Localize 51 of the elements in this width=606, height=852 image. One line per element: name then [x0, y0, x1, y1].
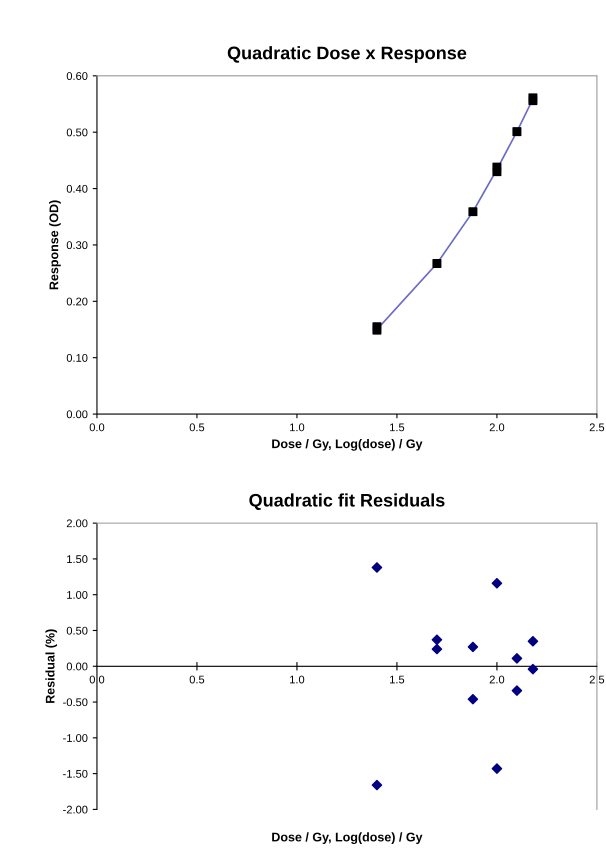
point: [492, 578, 502, 589]
y-tick-label: 0.50: [66, 128, 88, 136]
x-tick-label: 0.5: [190, 423, 204, 432]
x-tick-label: 2.0: [490, 423, 504, 432]
point: [528, 636, 538, 647]
x-tick-label: 2.5: [590, 676, 604, 684]
y-tick-label: 1.00: [67, 590, 88, 599]
y-tick-label: 0.50: [66, 626, 88, 635]
y-tick-label: 0.60: [66, 72, 88, 80]
point: [492, 763, 502, 774]
y-tick-label: 0.30: [66, 241, 88, 250]
y-tick-label: 0.20: [66, 298, 88, 306]
y-tick-label: 0.00: [66, 410, 88, 418]
y-tick-label: -1.50: [63, 770, 88, 778]
chart-title: Quadratic Dose x Response: [228, 46, 466, 63]
y-tick-label: 0.00: [66, 662, 88, 670]
point: [468, 642, 478, 652]
point: [512, 653, 522, 664]
x-tick-label: 1.0: [290, 423, 304, 432]
y-tick-label: 0.10: [66, 354, 88, 362]
point: [372, 562, 382, 573]
y-tick-label: -1.00: [63, 734, 88, 742]
x-tick-label: 0.5: [190, 676, 204, 684]
point: [492, 162, 502, 172]
point: [432, 634, 442, 646]
point: [432, 644, 442, 654]
y-tick-label: -0.50: [63, 698, 88, 706]
x-axis-title: Dose / Gy, Log(dose) / Gy: [272, 439, 422, 451]
y-axis-title: Residual (%): [45, 629, 58, 703]
y-axis-title: Response (OD): [49, 200, 61, 290]
point: [468, 694, 478, 704]
point: [528, 664, 538, 674]
x-axis-title: Dose / Gy, Log(dose) / Gy: [272, 832, 422, 844]
chart-title: Quadratic fit Residuals: [249, 493, 445, 510]
x-tick-label: 2.0: [490, 676, 504, 684]
x-tick-label: 2.5: [590, 423, 604, 432]
point: [528, 93, 538, 102]
y-tick-label: 0.40: [66, 184, 88, 193]
x-tick-label: 1.0: [290, 676, 304, 684]
point: [372, 322, 382, 332]
x-tick-label: 0.0: [90, 423, 104, 432]
x-tick-label: 1.5: [390, 424, 404, 432]
point: [432, 259, 442, 268]
point: [512, 127, 522, 136]
point: [372, 780, 382, 790]
y-tick-label: -2.00: [63, 806, 88, 814]
point: [512, 685, 522, 696]
point: [468, 207, 478, 216]
y-tick-label: 2.00: [66, 519, 88, 528]
y-tick-label: 1.50: [67, 555, 88, 564]
x-tick-label: 1.5: [390, 676, 404, 684]
